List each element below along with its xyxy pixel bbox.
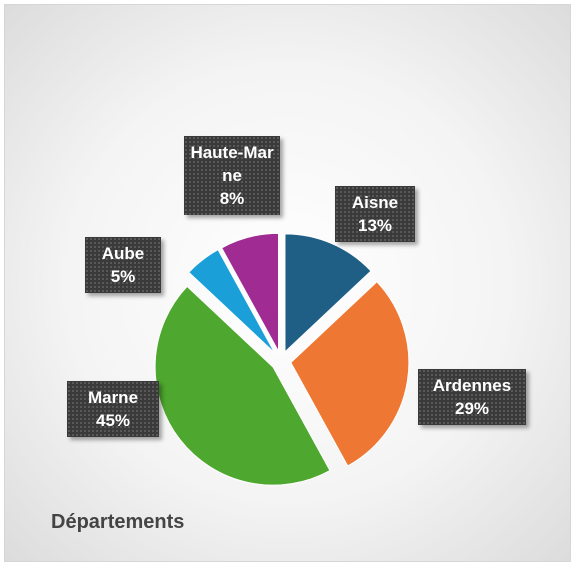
data-label-category: Ardennes [432, 376, 512, 395]
data-label-value: 13% [357, 216, 393, 235]
data-label-value: 29% [454, 399, 490, 418]
data-label: Aisne 13% [335, 186, 415, 242]
data-label-value: 8% [219, 189, 245, 208]
data-label: Haute-Marne 8% [184, 136, 280, 215]
data-label-category: Haute-Marne [190, 143, 274, 185]
data-label-category: Aube [101, 244, 145, 263]
data-label: Aube 5% [85, 237, 161, 293]
chart-card: Départements Aisne 13% Ardennes 29% Marne 45%… [4, 4, 571, 562]
pie-slice [220, 232, 280, 352]
pie-slice [154, 285, 331, 486]
data-label: Ardennes 29% [418, 369, 526, 425]
pie-slice [290, 281, 410, 467]
data-label-category: Aisne [351, 193, 399, 212]
pie-slice [284, 233, 372, 353]
pie-chart [154, 232, 410, 486]
data-label-category: Marne [87, 388, 139, 407]
pie-slice [188, 249, 276, 354]
chart-title: Départements [51, 511, 185, 533]
data-label-value: 5% [110, 267, 136, 286]
data-label-value: 45% [95, 411, 131, 430]
data-label: Marne 45% [67, 381, 159, 437]
